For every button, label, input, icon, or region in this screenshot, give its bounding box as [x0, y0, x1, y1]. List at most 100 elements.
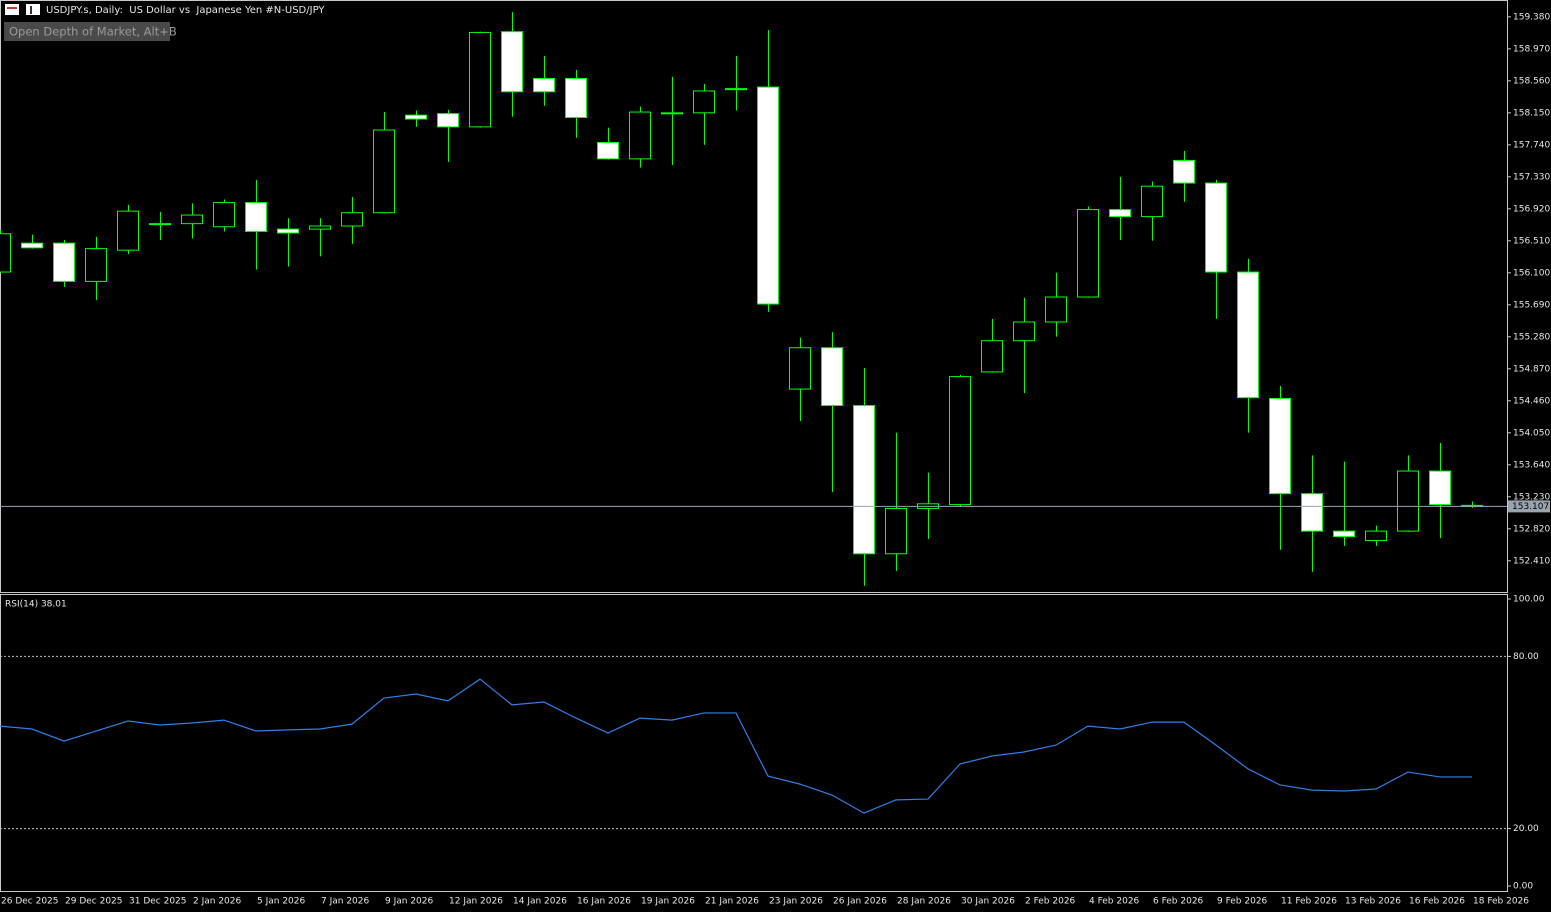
candle-body	[1141, 185, 1163, 218]
y-tick-label: 20.00	[1513, 824, 1539, 834]
candle-body	[1205, 182, 1227, 273]
x-tick-label: 13 Feb 2026	[1345, 897, 1401, 907]
y-tick-label: 153.640	[1513, 460, 1550, 470]
y-tick-label: 154.460	[1513, 396, 1550, 406]
x-tick-label: 12 Jan 2026	[449, 897, 503, 907]
candle-body	[341, 212, 363, 227]
price-pane-frame	[0, 0, 1508, 593]
candle-body	[1269, 397, 1291, 495]
candle-body	[1013, 321, 1035, 342]
candle-body	[885, 507, 907, 555]
y-tick-label: 152.410	[1513, 556, 1550, 566]
candle-body	[181, 214, 203, 225]
candle-body	[981, 340, 1003, 373]
candle-body	[1077, 209, 1099, 298]
x-tick-label: 30 Jan 2026	[961, 897, 1015, 907]
candle-body	[949, 376, 971, 506]
y-tick-label: 156.920	[1513, 204, 1550, 214]
x-tick-label: 9 Jan 2026	[385, 897, 433, 907]
x-tick-label: 2 Jan 2026	[193, 897, 241, 907]
candle-body	[1429, 470, 1451, 506]
dom-button[interactable]	[4, 22, 170, 41]
current-price-label: 153.107	[1512, 502, 1549, 512]
y-tick-label: 157.330	[1513, 172, 1550, 182]
x-tick-label: 26 Jan 2026	[833, 897, 887, 907]
candle-body	[309, 225, 331, 230]
candle-body	[1109, 209, 1131, 218]
y-tick-label: 157.740	[1513, 140, 1550, 150]
x-tick-label: 14 Jan 2026	[513, 897, 567, 907]
x-tick-label: 19 Jan 2026	[641, 897, 695, 907]
y-tick-label: 159.380	[1513, 12, 1550, 22]
x-tick-label: 2 Feb 2026	[1025, 897, 1076, 907]
y-tick-label: 154.870	[1513, 364, 1550, 374]
x-tick-label: 21 Jan 2026	[705, 897, 759, 907]
candle-body	[437, 113, 459, 128]
y-tick-label: 100.00	[1513, 595, 1545, 605]
x-tick-label: 16 Feb 2026	[1409, 897, 1465, 907]
candle-body	[853, 404, 875, 555]
candle-body	[629, 111, 651, 160]
y-tick-label: 156.510	[1513, 236, 1550, 246]
candle-body	[1173, 159, 1195, 184]
x-tick-label: 28 Jan 2026	[897, 897, 951, 907]
x-tick-label: 7 Jan 2026	[321, 897, 369, 907]
x-tick-label: 11 Feb 2026	[1281, 897, 1337, 907]
candle-body	[821, 347, 843, 406]
candle-body	[1301, 493, 1323, 532]
y-tick-label: 158.150	[1513, 108, 1550, 118]
x-tick-label: 18 Feb 2026	[1473, 897, 1529, 907]
candle-body	[85, 248, 107, 282]
y-tick-label: 158.560	[1513, 76, 1550, 86]
y-tick-label: 0.00	[1513, 882, 1533, 892]
candle-body	[725, 88, 747, 91]
candle-body	[1397, 470, 1419, 532]
y-tick-label: 156.100	[1513, 268, 1550, 278]
candle-body	[277, 228, 299, 234]
candle-body	[149, 223, 171, 226]
candle-body	[405, 114, 427, 120]
candle-body	[757, 86, 779, 305]
y-tick-label: 158.970	[1513, 44, 1550, 54]
candle-body	[469, 31, 491, 128]
candle-body	[565, 77, 587, 119]
candle-body	[1045, 296, 1067, 323]
candle-body	[693, 90, 715, 114]
chart-icon-bar	[30, 6, 32, 14]
current-price-box	[1508, 500, 1550, 513]
chart-title: USDJPY.s, Daily: US Dollar vs Japanese Y…	[46, 5, 325, 16]
y-tick-label: 154.050	[1513, 428, 1550, 438]
chart-icon[interactable]	[26, 4, 40, 15]
y-tick-label: 153.230	[1513, 492, 1550, 502]
candle-body	[53, 242, 75, 282]
x-tick-label: 26 Dec 2025	[1, 897, 59, 907]
x-tick-label: 4 Feb 2026	[1089, 897, 1140, 907]
candle-body	[789, 347, 811, 390]
candle-body	[501, 31, 523, 93]
y-tick-label: 80.00	[1513, 652, 1539, 662]
x-tick-label: 5 Jan 2026	[257, 897, 305, 907]
rsi-label: RSI(14) 38.01	[5, 600, 67, 610]
candle-body	[661, 112, 683, 115]
rsi-line	[0, 678, 1472, 814]
x-tick-label: 23 Jan 2026	[769, 897, 823, 907]
candle-body	[1333, 530, 1355, 538]
x-tick-label: 31 Dec 2025	[129, 897, 187, 907]
y-tick-label: 152.820	[1513, 524, 1550, 534]
menu-icon-bar	[7, 7, 17, 9]
candle-body	[597, 141, 619, 160]
rsi-pane-frame	[0, 594, 1508, 892]
x-tick-label: 6 Feb 2026	[1153, 897, 1204, 907]
x-tick-label: 29 Dec 2025	[65, 897, 123, 907]
y-tick-label: 155.690	[1513, 300, 1550, 310]
dom-button-label[interactable]: Open Depth of Market, Alt+B	[9, 25, 177, 39]
candle-body	[1237, 271, 1259, 399]
candle-body	[373, 129, 395, 214]
candle-body	[245, 202, 267, 232]
menu-icon[interactable]	[5, 4, 19, 15]
candle-body	[533, 77, 555, 93]
candle-body	[0, 233, 11, 273]
y-tick-label: 155.280	[1513, 332, 1550, 342]
